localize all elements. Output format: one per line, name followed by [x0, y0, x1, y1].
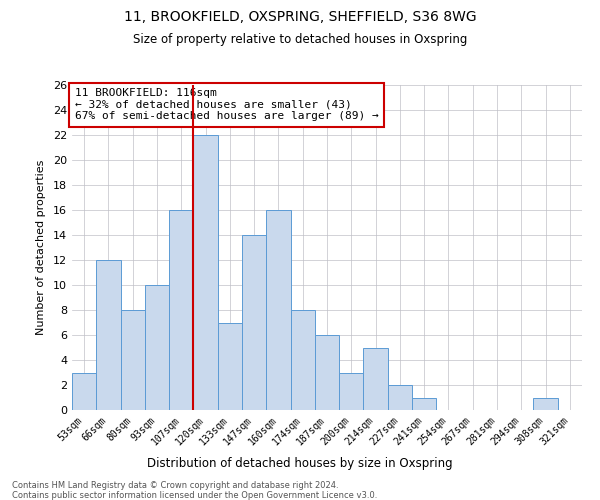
Bar — [364, 348, 388, 410]
Text: Size of property relative to detached houses in Oxspring: Size of property relative to detached ho… — [133, 32, 467, 46]
Bar — [533, 398, 558, 410]
Bar — [145, 285, 169, 410]
Bar — [169, 210, 193, 410]
Text: Contains public sector information licensed under the Open Government Licence v3: Contains public sector information licen… — [12, 491, 377, 500]
Y-axis label: Number of detached properties: Number of detached properties — [36, 160, 46, 335]
Text: Contains HM Land Registry data © Crown copyright and database right 2024.: Contains HM Land Registry data © Crown c… — [12, 481, 338, 490]
Bar — [121, 310, 145, 410]
Bar — [315, 335, 339, 410]
Bar — [412, 398, 436, 410]
Bar — [242, 235, 266, 410]
Text: Distribution of detached houses by size in Oxspring: Distribution of detached houses by size … — [147, 458, 453, 470]
Text: 11 BROOKFIELD: 116sqm
← 32% of detached houses are smaller (43)
67% of semi-deta: 11 BROOKFIELD: 116sqm ← 32% of detached … — [74, 88, 379, 122]
Bar — [339, 372, 364, 410]
Bar — [72, 372, 96, 410]
Bar — [290, 310, 315, 410]
Bar — [96, 260, 121, 410]
Bar — [388, 385, 412, 410]
Bar — [193, 135, 218, 410]
Text: 11, BROOKFIELD, OXSPRING, SHEFFIELD, S36 8WG: 11, BROOKFIELD, OXSPRING, SHEFFIELD, S36… — [124, 10, 476, 24]
Bar — [218, 322, 242, 410]
Bar — [266, 210, 290, 410]
